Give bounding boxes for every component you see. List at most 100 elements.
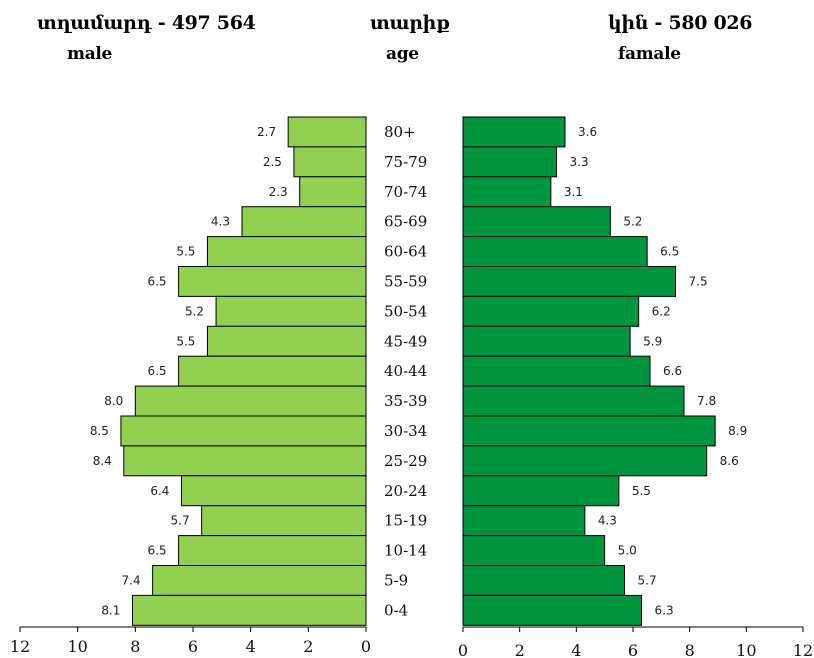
male-bar [293, 146, 367, 178]
female-value-label: 6.6 [663, 364, 682, 378]
male-axis-tick-label: 12 [10, 637, 30, 656]
male-bar [152, 565, 367, 596]
male-bar [120, 415, 367, 447]
age-group-label: 10-14 [384, 542, 427, 560]
female-value-label: 7.5 [689, 274, 708, 288]
female-bar [462, 445, 708, 477]
male-bar [123, 445, 367, 477]
age-group-label: 45-49 [384, 332, 427, 350]
female-bar [462, 206, 611, 238]
female-value-label: 3.6 [578, 125, 597, 139]
female-value-label: 6.3 [655, 603, 674, 617]
male-value-label: 6.5 [147, 274, 166, 288]
female-value-label: 3.1 [564, 185, 583, 199]
female-bar [462, 385, 685, 417]
female-value-label: 4.3 [598, 514, 617, 528]
female-bar [462, 355, 651, 387]
female-bar [462, 475, 620, 507]
female-axis-tick-label: 4 [571, 641, 581, 658]
male-bar [178, 266, 367, 297]
female-bar [462, 116, 566, 148]
age-group-label: 25-29 [384, 452, 427, 470]
male-value-label: 5.7 [171, 514, 190, 528]
male-value-label: 2.5 [263, 155, 282, 169]
male-bar [131, 594, 367, 626]
female-title: կին - 580 026 [608, 12, 753, 34]
male-title: տղամարդ - 497 564 [37, 12, 256, 34]
age-group-label: 65-69 [384, 213, 427, 231]
age-group-label: 80+ [384, 123, 416, 141]
age-group-label: 55-59 [384, 272, 427, 290]
male-value-label: 2.7 [257, 125, 276, 139]
female-value-label: 7.8 [697, 394, 716, 408]
age-group-label: 70-74 [384, 183, 427, 201]
age-group-label: 40-44 [384, 362, 427, 380]
age-group-label: 30-34 [384, 422, 427, 440]
male-value-label: 6.5 [147, 544, 166, 558]
female-value-label: 5.0 [618, 544, 637, 558]
male-value-label: 5.5 [176, 334, 195, 348]
female-bar [462, 176, 552, 208]
age-group-label: 20-24 [384, 482, 427, 500]
male-value-label: 6.5 [147, 364, 166, 378]
female-value-label: 8.9 [728, 424, 747, 438]
female-bar [462, 146, 557, 178]
male-axis-tick-label: 2 [303, 637, 313, 656]
age-group-label: 5-9 [384, 571, 408, 589]
male-value-label: 5.2 [185, 304, 204, 318]
male-axis-tick-label: 10 [67, 637, 87, 656]
female-value-label: 6.2 [652, 304, 671, 318]
male-value-label: 8.1 [101, 603, 120, 617]
male-value-label: 7.4 [122, 573, 141, 587]
female-value-label: 8.6 [720, 454, 739, 468]
female-value-label: 5.9 [643, 334, 662, 348]
age-group-label: 60-64 [384, 243, 427, 261]
female-subtitle: famale [618, 44, 681, 64]
male-subtitle: male [67, 44, 113, 64]
female-value-label: 6.5 [660, 245, 679, 259]
female-axis-tick-label: 8 [685, 641, 695, 658]
age-group-label: 15-19 [384, 512, 427, 530]
female-bar [462, 594, 642, 626]
female-bar [462, 565, 625, 596]
male-value-label: 5.5 [176, 245, 195, 259]
female-axis-tick-label: 2 [515, 641, 525, 658]
age-title: տարիք [370, 12, 450, 34]
male-value-label: 2.3 [269, 185, 288, 199]
age-group-label: 50-54 [384, 302, 427, 320]
male-bar [241, 206, 367, 238]
female-axis-tick-label: 10 [736, 641, 756, 658]
male-value-label: 4.3 [211, 215, 230, 229]
male-bar [206, 236, 367, 268]
female-bar [462, 415, 716, 447]
female-bar [462, 325, 631, 357]
male-bar [178, 535, 367, 566]
male-bar [206, 325, 367, 357]
male-bar [180, 475, 367, 507]
female-bar [462, 266, 676, 297]
male-value-label: 8.5 [90, 424, 109, 438]
male-axis-tick-label: 4 [246, 637, 256, 656]
male-value-label: 8.4 [93, 454, 112, 468]
female-bar [462, 535, 606, 566]
female-axis-tick-label: 6 [628, 641, 638, 658]
male-value-label: 6.4 [150, 484, 169, 498]
male-axis-tick-label: 6 [188, 637, 198, 656]
female-bar [462, 505, 586, 537]
female-bar [462, 295, 640, 327]
male-axis-tick-label: 0 [361, 637, 371, 656]
female-axis-tick-label: 0 [458, 641, 468, 658]
male-bar [178, 355, 367, 387]
age-group-label: 35-39 [384, 392, 427, 410]
age-subtitle: age [386, 44, 419, 64]
age-group-label: 75-79 [384, 153, 427, 171]
female-bar [462, 236, 648, 268]
female-value-label: 3.3 [570, 155, 589, 169]
male-bar [215, 295, 367, 327]
age-group-label: 0-4 [384, 601, 408, 619]
female-axis-tick-label: 12 [793, 641, 813, 658]
male-bar [134, 385, 367, 417]
male-bar [201, 505, 367, 537]
male-axis-tick-label: 8 [130, 637, 140, 656]
